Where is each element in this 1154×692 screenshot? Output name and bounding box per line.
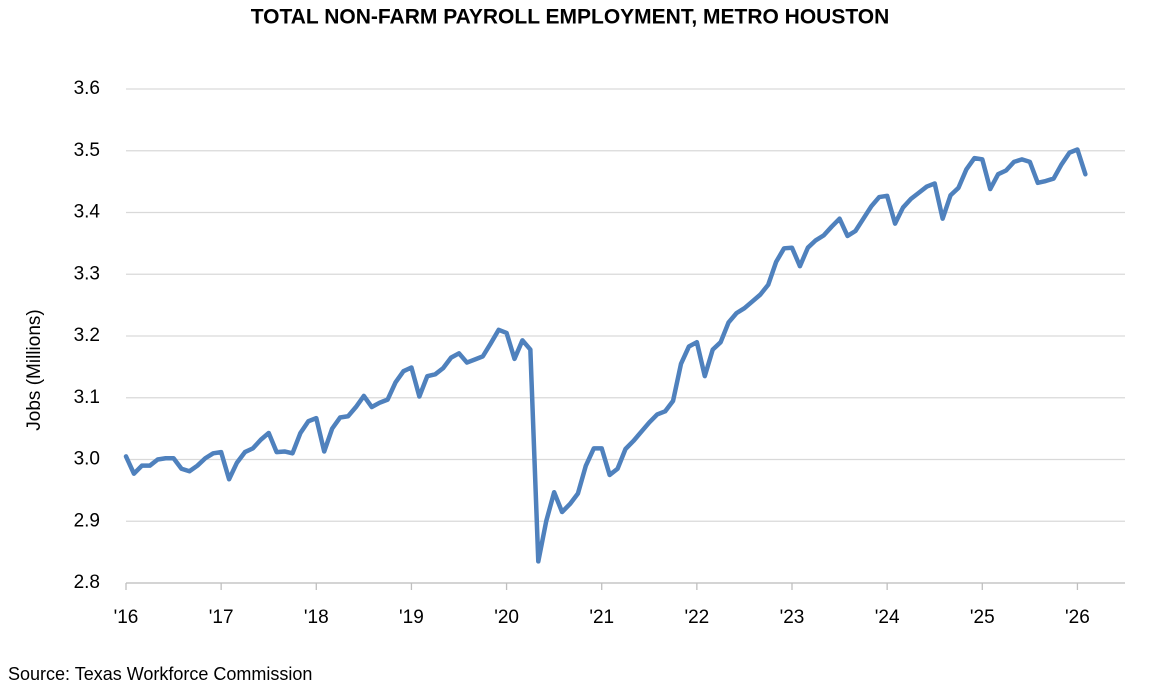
y-tick-label: 3.6 <box>74 78 100 99</box>
y-tick-label: 3.3 <box>74 263 100 284</box>
x-tick-label: '19 <box>399 607 424 628</box>
y-tick-label: 3.0 <box>74 449 100 470</box>
y-tick-label: 2.8 <box>74 572 100 593</box>
y-tick-label: 3.4 <box>74 202 101 223</box>
x-tick-label: '25 <box>970 607 995 628</box>
source-note: Source: Texas Workforce Commission <box>8 664 312 684</box>
x-tick-label: '18 <box>304 607 329 628</box>
y-tick-label: 3.5 <box>74 140 100 161</box>
y-tick-label: 3.1 <box>74 387 100 408</box>
x-tick-label: '24 <box>875 607 900 628</box>
y-axis-label: Jobs (Millions) <box>24 309 45 430</box>
x-tick-label: '20 <box>494 607 519 628</box>
x-tick-label: '22 <box>684 607 709 628</box>
y-tick-label: 3.2 <box>74 325 100 346</box>
x-tick-label: '17 <box>209 607 234 628</box>
x-tick-label: '21 <box>589 607 614 628</box>
x-tick-label: '16 <box>114 607 139 628</box>
x-tick-label: '26 <box>1065 607 1090 628</box>
x-tick-label: '23 <box>780 607 805 628</box>
y-tick-label: 2.9 <box>74 510 100 531</box>
data-line <box>123 147 1088 564</box>
chart-title: TOTAL NON-FARM PAYROLL EMPLOYMENT, METRO… <box>251 6 890 29</box>
